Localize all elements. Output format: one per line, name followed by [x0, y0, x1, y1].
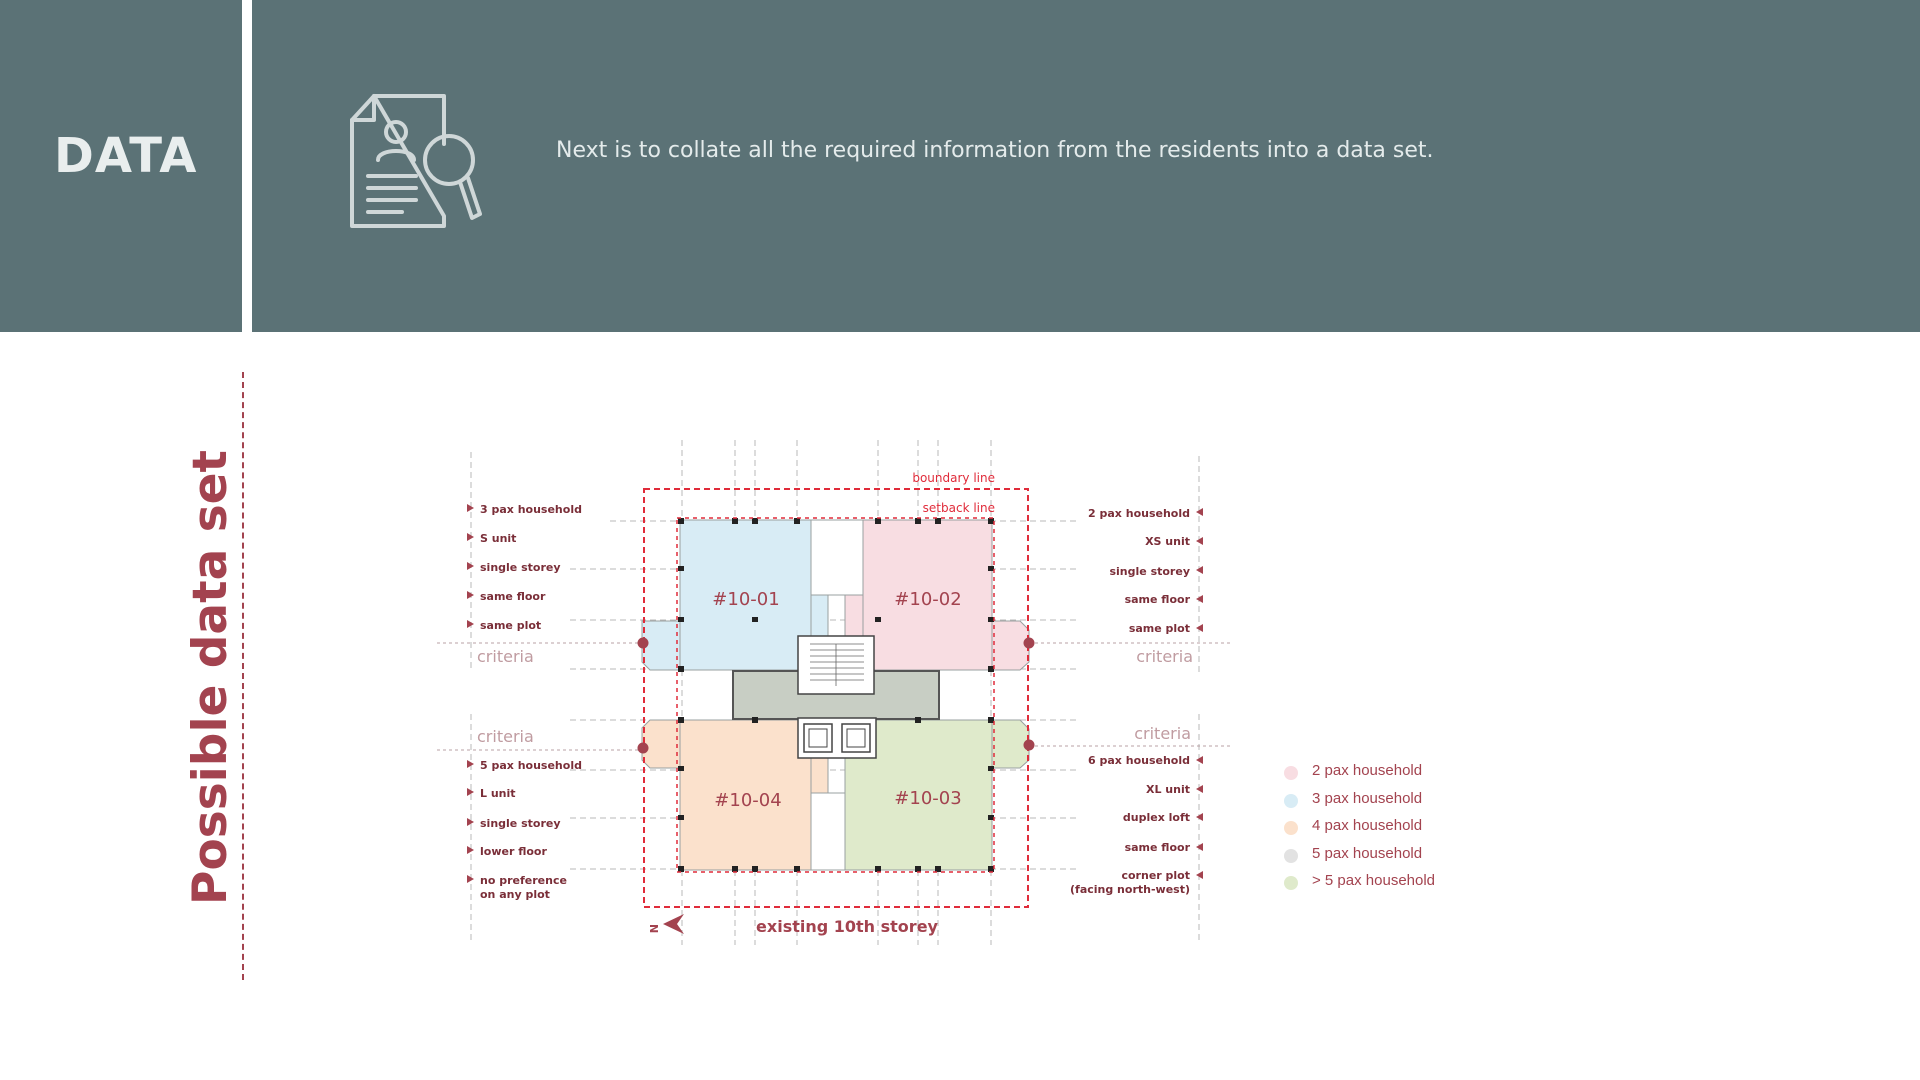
unit-label-10-03: #10-03: [894, 788, 961, 809]
floor-label: existing 10th storey: [756, 917, 939, 936]
criteria-10-04-item: single storey: [480, 817, 561, 830]
criteria-10-02-item: same plot: [1129, 622, 1190, 635]
header-divider: [242, 0, 252, 332]
criteria-10-03-item: XL unit: [1146, 783, 1190, 796]
criteria-label-10-04: criteria: [477, 727, 534, 746]
criteria-10-01-item: same plot: [480, 619, 541, 632]
unit-10-01: [679, 519, 812, 671]
legend-label: > 5 pax household: [1312, 872, 1436, 889]
criteria-10-03-item: corner plot: [1121, 869, 1190, 882]
criteria-10-04-item: L unit: [480, 787, 516, 800]
unit-10-02: [862, 519, 993, 671]
criteria-10-01-item: same floor: [480, 590, 546, 603]
side-dashed-line: [242, 372, 244, 980]
header-banner: [0, 0, 1920, 332]
legend-swatch: [1284, 793, 1298, 808]
criteria-10-02-item: single storey: [1109, 565, 1190, 578]
criteria-10-03-item: duplex loft: [1123, 811, 1190, 824]
setback-line-label: setback line: [923, 501, 995, 515]
criteria-10-03-item: (facing north-west): [1070, 883, 1190, 896]
criteria-10-03-item: same floor: [1125, 841, 1191, 854]
criteria-10-04-item: on any plot: [480, 888, 550, 901]
criteria-label-10-03: criteria: [1134, 724, 1191, 743]
document-search-icon: [350, 94, 482, 228]
section-title: DATA: [54, 128, 198, 184]
criteria-10-01-item: single storey: [480, 561, 561, 574]
north-arrow-icon: [663, 914, 684, 934]
legend-label: 4 pax household: [1312, 817, 1423, 834]
criteria-10-04-item: no preference: [480, 874, 567, 887]
criteria-label-10-02: criteria: [1136, 647, 1193, 666]
header-description: Next is to collate all the required info…: [556, 138, 1434, 163]
unit-10-04: [679, 719, 812, 871]
criteria-10-02-item: XS unit: [1145, 535, 1190, 548]
criteria-10-02-item: same floor: [1125, 593, 1191, 606]
unit-label-10-02: #10-02: [894, 589, 961, 610]
legend-label: 3 pax household: [1312, 789, 1423, 807]
criteria-10-04-item: 5 pax household: [480, 759, 582, 772]
criteria-10-03-item: 6 pax household: [1088, 754, 1190, 767]
legend-swatch: [1284, 766, 1298, 780]
criteria-10-02-item: 2 pax household: [1088, 507, 1190, 520]
boundary-line-label: boundary line: [912, 471, 995, 485]
criteria-label-10-01: criteria: [477, 647, 534, 666]
unit-label-10-01: #10-01: [712, 589, 779, 610]
criteria-10-01-item: 3 pax household: [480, 503, 582, 516]
legend-label: 2 pax household: [1312, 762, 1423, 779]
legend-swatch: [1284, 821, 1298, 835]
criteria-10-01-item: S unit: [480, 532, 516, 545]
unit-label-10-04: #10-04: [714, 790, 781, 811]
criteria-10-04-item: lower floor: [480, 845, 547, 858]
boundary-line: [643, 488, 1029, 908]
north-label: N: [647, 924, 660, 933]
legend-swatch: [1284, 876, 1298, 890]
legend-swatch: [1284, 848, 1298, 863]
legend-label: 5 pax household: [1312, 844, 1423, 862]
